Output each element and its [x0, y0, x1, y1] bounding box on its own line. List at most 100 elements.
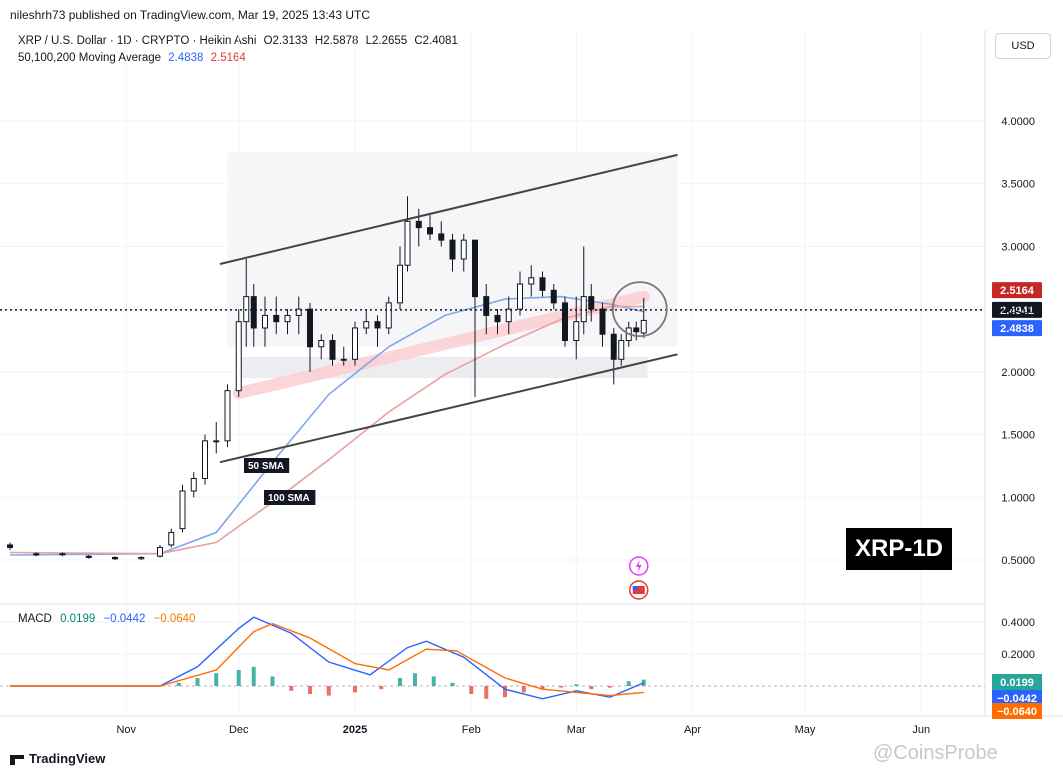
candle-body: [179, 490, 186, 530]
ticker-box: XRP-1D: [846, 528, 952, 570]
macd-hist-bar: [289, 686, 294, 691]
tradingview-logo[interactable]: TradingView: [10, 751, 105, 766]
currency-button[interactable]: USD: [995, 33, 1051, 59]
hist-value: −0.0640: [153, 613, 196, 625]
price-label-sma50: 2.4838: [1000, 323, 1034, 335]
watermark: @CoinsProbe: [873, 742, 998, 764]
sma-50-line: [9, 295, 644, 556]
candle-body: [59, 553, 66, 556]
candle-body: [202, 440, 208, 479]
candle-body: [262, 314, 268, 329]
candle-body: [7, 544, 13, 548]
candle-body: [460, 239, 467, 260]
price-label-sma100: 2.5164: [1000, 285, 1035, 297]
ohlc-close: C2.4081: [414, 35, 458, 47]
macd-hist-bar: [270, 676, 275, 686]
tradingview-brand: TradingView: [29, 751, 106, 766]
axes: Nov Dec 2025 Feb Mar Apr May Jun 4.0000 3.5000 3.0…: [116, 116, 1035, 736]
price-label-sma100-bg: [992, 282, 1042, 299]
macd-hist-bar: [413, 673, 417, 686]
sma-100-tag-bg: [264, 490, 316, 505]
candle-body: [363, 321, 370, 329]
macd-hist-bar: [484, 686, 489, 699]
candle-body: [588, 296, 595, 310]
hist-axis-label-bg: [992, 703, 1042, 719]
macd-axis-label-bg: [992, 674, 1042, 690]
candle-body: [483, 296, 490, 316]
candle-body: [599, 308, 606, 335]
price-label-sma50-bg: [992, 320, 1042, 337]
candle-body: [307, 308, 313, 348]
publisher-text: nileshrh73 published on TradingView.com,…: [10, 8, 370, 22]
x-tick-label: Mar: [567, 724, 586, 736]
candle-body: [250, 296, 257, 329]
signal-line: [10, 622, 644, 697]
macd-hist-bar: [214, 673, 219, 686]
sma-50-tag: 50 SMA: [244, 458, 290, 473]
candle-body: [610, 333, 617, 360]
ma-label[interactable]: 50,100,200 Moving Average: [18, 52, 162, 64]
candle-body: [112, 556, 118, 560]
macd-hist-bar: [398, 678, 402, 686]
us-flag-icon-stripes: [632, 586, 645, 594]
candle-body: [284, 314, 291, 323]
candle-body: [340, 358, 347, 361]
candle-body: [138, 556, 145, 560]
candle-body: [573, 321, 580, 341]
candle-body: [157, 546, 163, 557]
candle-body: [404, 220, 411, 266]
sma-50-tag-text: 50 SMA: [248, 461, 284, 472]
candle-body: [528, 277, 535, 285]
candle-body: [374, 321, 381, 329]
ma-value-100: 2.5164: [210, 52, 246, 64]
candle-body: [472, 239, 478, 298]
macd-hist-bar: [195, 678, 200, 686]
macd-hist-bar: [469, 686, 474, 694]
macd-hist-bar: [559, 686, 564, 688]
candle-body: [640, 319, 647, 334]
macd-hist-bar: [431, 676, 436, 686]
macd-hist-bar: [326, 686, 331, 696]
x-tick-label: Jun: [912, 724, 930, 736]
candle-body: [427, 227, 433, 235]
macd-hist-bar: [626, 681, 631, 686]
macd-hist-bar: [503, 686, 507, 698]
channel-lines[interactable]: [219, 153, 678, 464]
symbol-name[interactable]: XRP / U.S. Dollar · 1D · CRYPTO · Heikin…: [18, 35, 257, 47]
candle-body: [633, 327, 640, 333]
candle-body: [85, 555, 92, 558]
price-label-last: 2.4941: [1000, 305, 1034, 317]
y-tick-label: 3.0000: [1001, 241, 1035, 253]
channel-lower-line: [219, 353, 678, 464]
candle-body: [224, 390, 231, 442]
x-tick-label: Dec: [229, 724, 249, 736]
x-tick-label: May: [795, 724, 816, 736]
channel-upper-line: [219, 153, 678, 265]
signal-axis-label-bg: [992, 690, 1042, 706]
y-tick-label: 3.5000: [1001, 179, 1035, 191]
macd-hist-bar: [236, 670, 241, 686]
y-tick-label: 1.0000: [1001, 492, 1035, 504]
y-tick-label: 4.0000: [1001, 116, 1035, 128]
lightning-icon-glyph: [635, 560, 642, 572]
hist-axis-label: −0.0640: [997, 706, 1037, 718]
candle-body: [318, 340, 325, 348]
candle-body: [562, 302, 568, 341]
macd-hist-bar: [574, 684, 579, 686]
sma-lines: [9, 295, 644, 556]
ohlc-low: L2.2655: [365, 35, 408, 47]
candle-body: [449, 239, 456, 260]
macd-label[interactable]: MACD: [18, 613, 52, 625]
macd-value: 0.0199: [60, 613, 96, 625]
candle-body: [415, 220, 422, 229]
macd-pane: 0.0199−0.0442−0.0640: [0, 616, 1042, 719]
tradingview-logo-icon: [10, 754, 24, 765]
candle-body: [397, 264, 403, 304]
price-label-last-bg: [992, 301, 1042, 318]
candle-body: [539, 277, 546, 291]
candle-body: [33, 553, 40, 556]
candle-body: [618, 340, 625, 360]
highlight-circle: [611, 281, 668, 338]
y-tick-label: 0.5000: [1001, 555, 1035, 567]
